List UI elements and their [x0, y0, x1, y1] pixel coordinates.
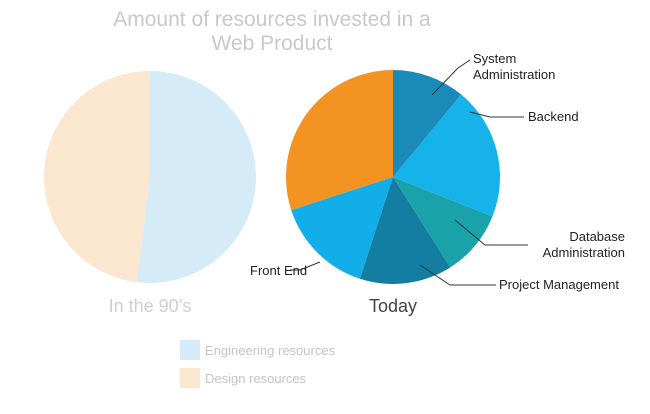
leader-line: [469, 111, 524, 118]
pie-slice: [393, 94, 500, 217]
slice-label: System Administration: [473, 51, 556, 82]
pie-slice: [136, 71, 256, 283]
legend-swatch: [180, 368, 200, 388]
legend-label: Design resources: [205, 371, 307, 386]
slice-label: Project Management: [499, 277, 619, 292]
pie-slice: [393, 70, 462, 177]
leader-lines: [290, 59, 528, 286]
pie-label: Today: [368, 296, 418, 316]
legend-label: Engineering resources: [205, 343, 336, 358]
pie-slice: [359, 177, 451, 284]
leader-line: [419, 264, 496, 286]
pie-slice: [291, 177, 393, 279]
pie-slice: [393, 177, 493, 268]
slice-label: Backend: [528, 109, 579, 124]
leader-line: [431, 59, 471, 96]
chart-title: Amount of resources invested in a Web Pr…: [113, 8, 431, 55]
pie-slice: [43, 71, 150, 283]
pie-label: In the 90’s: [108, 296, 192, 316]
slice-label: Database Administration: [542, 229, 625, 260]
legend-swatch: [180, 340, 200, 360]
leader-line: [290, 261, 321, 271]
leader-line: [454, 219, 528, 246]
slice-label: Front End: [250, 263, 308, 278]
pie-slice: [285, 70, 393, 211]
